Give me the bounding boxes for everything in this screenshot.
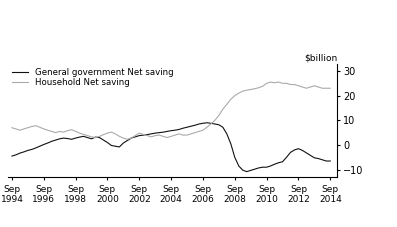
General government Net saving: [10, 155, 14, 158]
General government Net saving: [292, 148, 297, 151]
Household Net saving: [212, 119, 217, 122]
General government Net saving: [212, 123, 217, 125]
Household Net saving: [276, 81, 281, 84]
General government Net saving: [204, 121, 209, 124]
Line: General government Net saving: General government Net saving: [12, 123, 330, 172]
Legend: General government Net saving, Household Net saving: General government Net saving, Household…: [12, 68, 173, 87]
General government Net saving: [244, 170, 249, 173]
Household Net saving: [125, 138, 130, 141]
Household Net saving: [268, 81, 273, 84]
Line: Household Net saving: Household Net saving: [12, 82, 330, 139]
General government Net saving: [304, 151, 309, 154]
Household Net saving: [304, 87, 309, 90]
General government Net saving: [328, 160, 333, 162]
General government Net saving: [252, 168, 257, 170]
Household Net saving: [292, 83, 297, 86]
Household Net saving: [189, 133, 193, 135]
Text: $billion: $billion: [304, 53, 337, 62]
Household Net saving: [10, 126, 14, 129]
Household Net saving: [328, 87, 333, 90]
General government Net saving: [276, 161, 281, 164]
General government Net saving: [185, 126, 189, 128]
Household Net saving: [248, 88, 253, 91]
